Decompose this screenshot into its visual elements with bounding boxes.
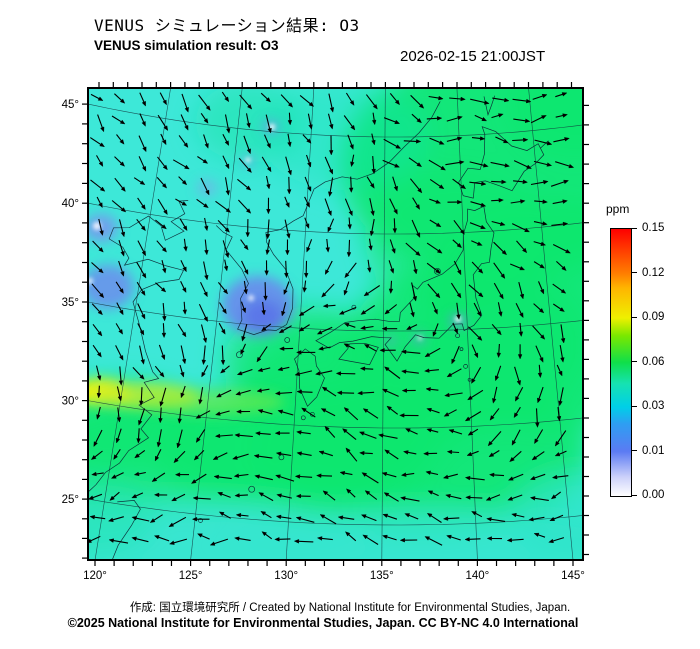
wind-vector-layer bbox=[88, 91, 575, 546]
lon-label: 130° bbox=[274, 570, 298, 582]
kuril-kunashir bbox=[539, 140, 549, 149]
colorbar-tick-mark bbox=[631, 494, 637, 496]
island-amami bbox=[278, 454, 285, 461]
kyushu bbox=[294, 348, 325, 407]
colorbar-tick-mark bbox=[631, 227, 637, 229]
lon-label: 145° bbox=[561, 570, 585, 582]
colorbar-unit-label: ppm bbox=[606, 202, 630, 216]
colorbar-tick-label: 0.15 bbox=[642, 222, 665, 234]
axis-labels: 45° 40° 35° 30° 25° 120° 125° 130° 135° 140° 145° bbox=[62, 99, 585, 582]
page-title-japanese: VENUS シミュレーション結果: O3 bbox=[94, 16, 360, 35]
lon-label: 120° bbox=[83, 570, 107, 582]
colorbar-tick-label: 0.06 bbox=[642, 355, 665, 368]
lat-label: 40° bbox=[62, 198, 79, 210]
island-okinawa bbox=[248, 485, 256, 493]
graticule-layer bbox=[88, 88, 583, 560]
colorbar-tick-label: 0.00 bbox=[642, 489, 665, 501]
shikoku bbox=[338, 342, 379, 366]
colorbar-tick-label: 0.03 bbox=[642, 400, 665, 412]
coastline-layer bbox=[88, 95, 549, 560]
lon-label: 140° bbox=[466, 570, 490, 582]
map-frame bbox=[82, 82, 589, 566]
o3-field-layer bbox=[88, 88, 583, 560]
map-inner bbox=[88, 88, 583, 560]
colorbar-tick-mark bbox=[631, 405, 637, 407]
island-yakushima bbox=[300, 415, 306, 421]
license-line: ©2025 National Institute for Environment… bbox=[67, 616, 579, 630]
honshu bbox=[315, 205, 495, 362]
lon-label: 135° bbox=[370, 570, 394, 582]
island-tsushima bbox=[284, 337, 291, 343]
degree-ticks bbox=[82, 82, 589, 566]
lat-label: 25° bbox=[62, 494, 79, 506]
colorbar-tick-label: 0.01 bbox=[642, 444, 665, 457]
island-izu-south bbox=[459, 347, 464, 351]
lat-label: 35° bbox=[62, 297, 79, 309]
island-aogashima bbox=[467, 377, 472, 382]
lon-label: 125° bbox=[179, 570, 203, 582]
credit-line: 作成: 国立環境研究所 / Created by National Instit… bbox=[129, 602, 571, 614]
colorbar-tick-mark bbox=[631, 316, 637, 318]
lat-label: 30° bbox=[62, 396, 79, 408]
colorbar-tick-mark bbox=[631, 450, 637, 452]
colorbar-tick-mark bbox=[631, 361, 637, 363]
korea-primorye-coast bbox=[215, 101, 441, 335]
island-jeju bbox=[236, 351, 243, 359]
island-miyako bbox=[198, 518, 203, 523]
colorbar-tick-label: 0.09 bbox=[642, 311, 665, 323]
lat-label: 45° bbox=[62, 99, 79, 111]
island-sado bbox=[434, 267, 441, 275]
colorbar-tick-mark bbox=[631, 272, 637, 274]
colorbar-tick-label: 0.12 bbox=[642, 266, 665, 279]
page-title-english: VENUS simulation result: O3 bbox=[94, 38, 279, 53]
hokkaido bbox=[458, 126, 545, 199]
sakhalin-tip bbox=[483, 95, 496, 116]
timestamp-label: 2026-02-15 21:00JST bbox=[400, 48, 546, 65]
island-hachijo bbox=[463, 364, 468, 369]
colorbar-gradient bbox=[610, 228, 632, 497]
